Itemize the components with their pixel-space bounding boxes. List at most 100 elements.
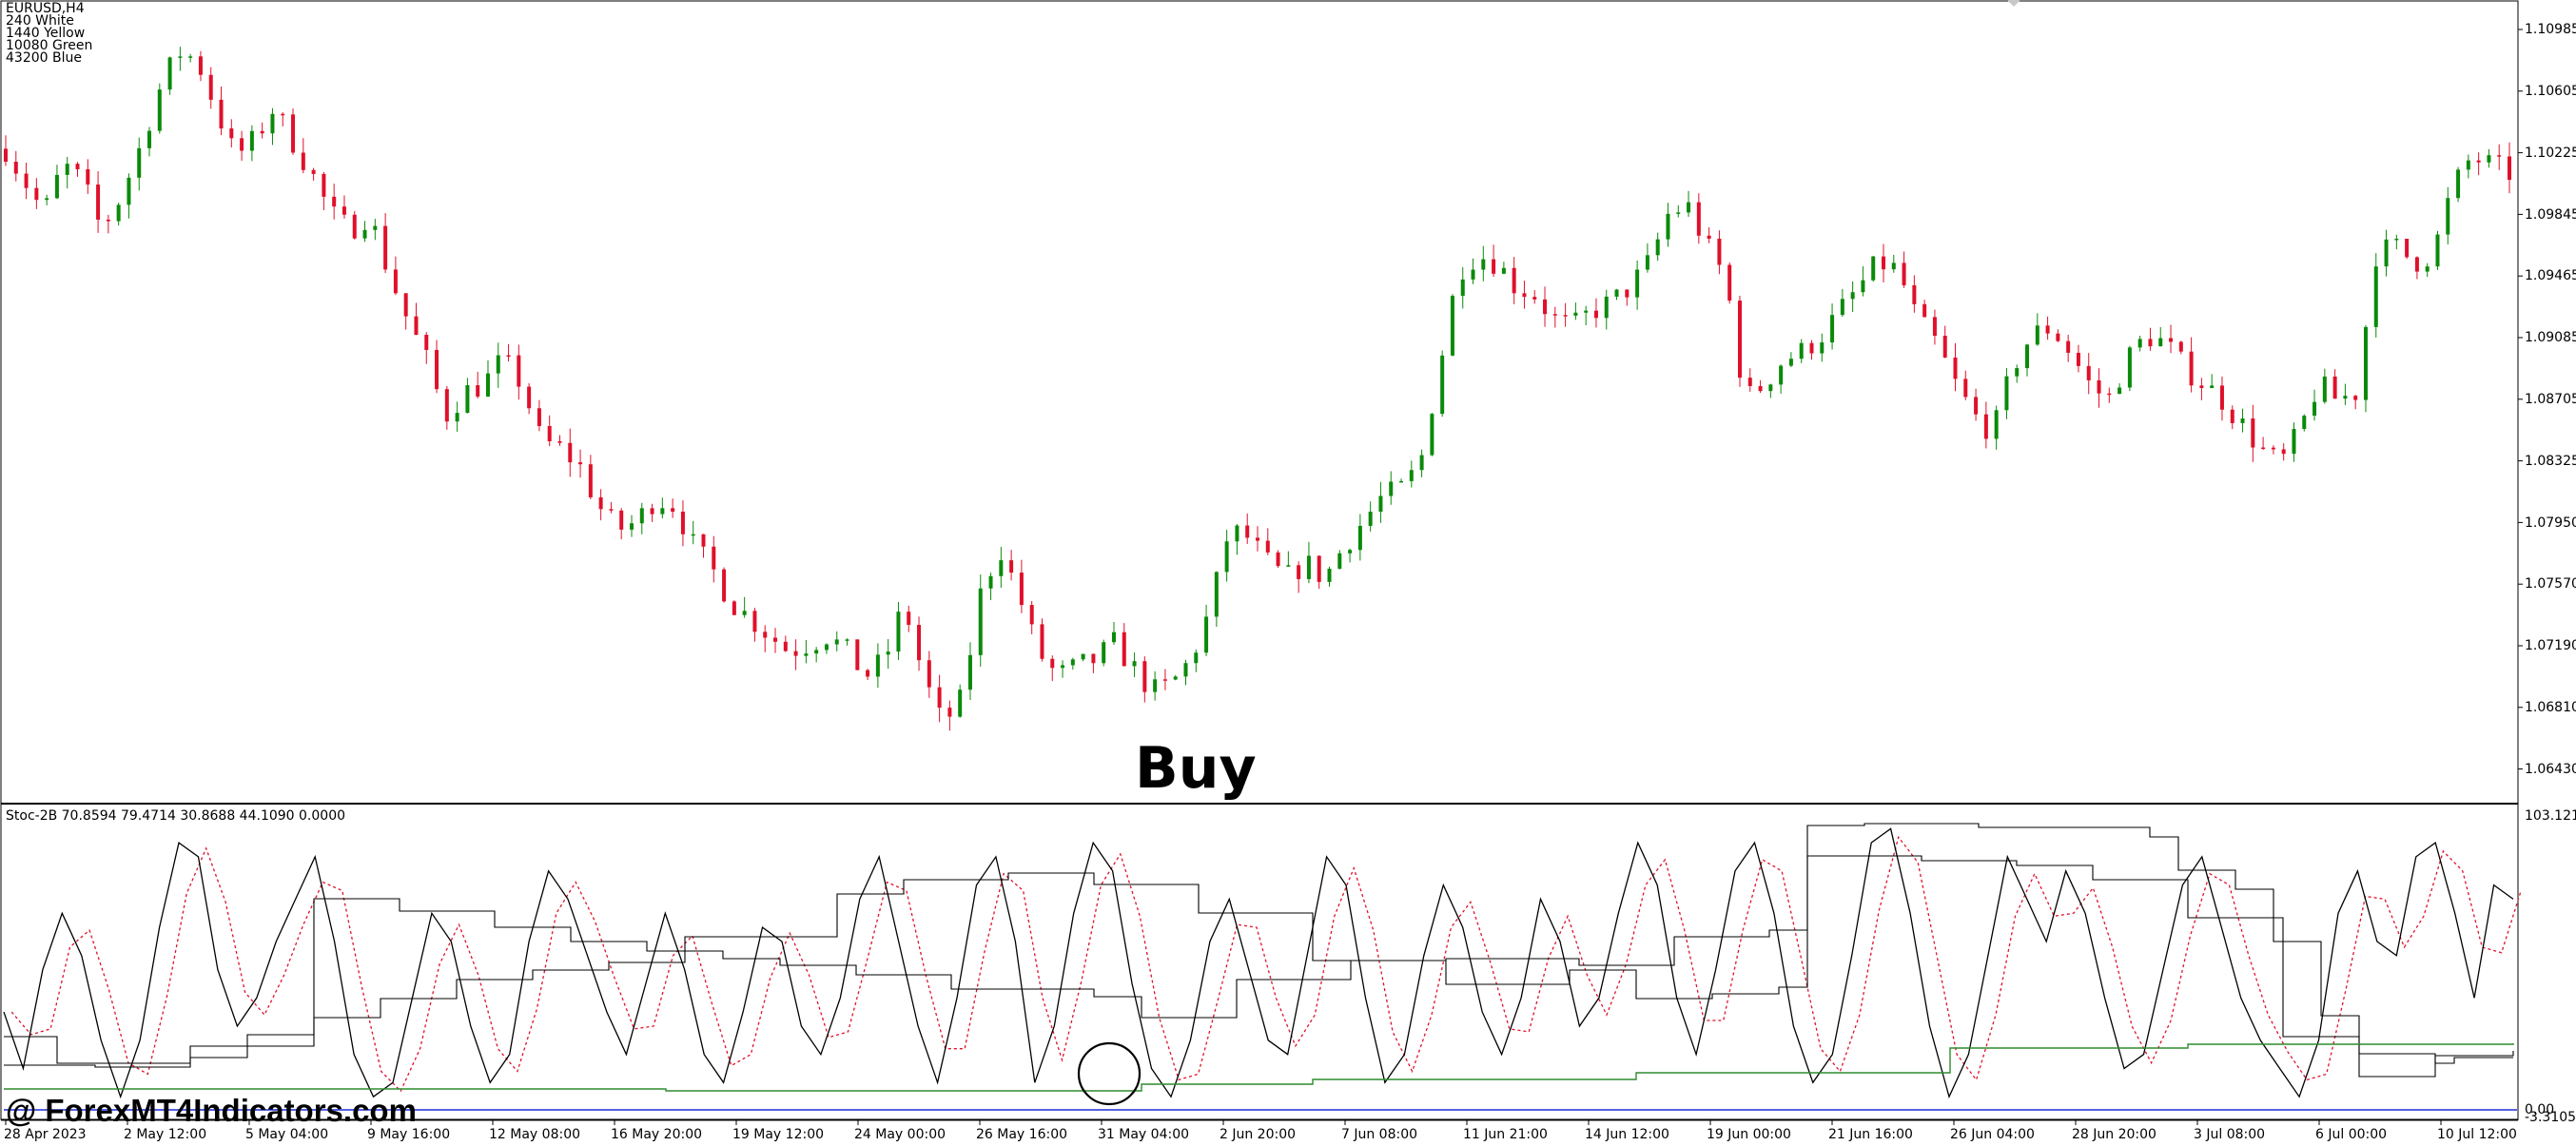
candle-body bbox=[1019, 573, 1024, 606]
candle-body bbox=[855, 639, 860, 670]
candle-body bbox=[1122, 631, 1126, 667]
candle-body bbox=[588, 464, 593, 497]
candle-body bbox=[1635, 269, 1640, 298]
time-tick: 10 Jul 12:00 bbox=[2437, 1127, 2517, 1142]
candle-body bbox=[45, 198, 49, 201]
price-tick: 1.09465 bbox=[2525, 268, 2576, 283]
candle-body bbox=[2056, 333, 2060, 341]
candle-body bbox=[650, 508, 654, 515]
candle-body bbox=[988, 575, 993, 589]
candle-body bbox=[1552, 314, 1557, 316]
candle-body bbox=[1460, 279, 1465, 297]
candle-body bbox=[2137, 339, 2142, 348]
time-tick: 19 Jun 00:00 bbox=[1707, 1127, 1791, 1142]
candle-body bbox=[999, 560, 1004, 576]
candle-body bbox=[260, 130, 264, 134]
candle-body bbox=[1153, 679, 1158, 692]
candle-body bbox=[752, 611, 757, 632]
candle-body bbox=[958, 690, 963, 717]
candle-body bbox=[598, 496, 603, 510]
candle-body bbox=[455, 413, 459, 422]
candle-body bbox=[1737, 301, 1742, 379]
candle-body bbox=[1204, 616, 1209, 653]
candle-body bbox=[1522, 293, 1527, 298]
candle-body bbox=[1162, 679, 1167, 681]
candle-body bbox=[496, 355, 500, 374]
candle-body bbox=[1450, 296, 1454, 356]
chart-frame bbox=[0, 0, 2523, 1125]
candle-body bbox=[2466, 160, 2470, 170]
time-tick: 26 Jun 04:00 bbox=[1950, 1127, 2035, 1142]
candle-body bbox=[1481, 259, 1486, 270]
candle-body bbox=[65, 164, 69, 175]
candle-body bbox=[1676, 212, 1681, 214]
candle-body bbox=[1070, 659, 1075, 666]
candle-body bbox=[1224, 541, 1229, 573]
candle-body bbox=[875, 654, 880, 677]
candle-body bbox=[732, 601, 736, 615]
watermark: @ ForexMT4Indicators.com bbox=[6, 1093, 417, 1128]
candle-body bbox=[24, 173, 29, 188]
candle-body bbox=[281, 113, 285, 116]
candle-body bbox=[249, 130, 254, 151]
candle-body bbox=[722, 569, 727, 602]
candle-body bbox=[1882, 256, 1885, 270]
price-tick: 1.07190 bbox=[2525, 638, 2576, 653]
candle-body bbox=[2435, 234, 2440, 267]
candle-body bbox=[578, 462, 583, 465]
htf-line-a bbox=[4, 823, 2513, 1064]
candle-body bbox=[362, 229, 367, 239]
candle-body bbox=[208, 74, 213, 100]
candle-body bbox=[2169, 338, 2174, 342]
candle-body bbox=[886, 651, 890, 655]
candle-body bbox=[1625, 289, 1630, 298]
candle-body bbox=[127, 177, 131, 205]
time-tick: 31 May 04:00 bbox=[1098, 1127, 1190, 1142]
candle-body bbox=[1142, 661, 1147, 692]
scroll-marker bbox=[2007, 0, 2020, 7]
time-tick: 2 May 12:00 bbox=[124, 1127, 207, 1142]
candle-body bbox=[1953, 357, 1958, 379]
candle-body bbox=[2332, 376, 2337, 399]
candle-body bbox=[178, 56, 183, 58]
candle-body bbox=[2487, 155, 2491, 163]
candle-body bbox=[1830, 315, 1835, 343]
candle-body bbox=[845, 639, 849, 641]
candle-body bbox=[1717, 238, 1722, 265]
indicator-scale-zero: 0.00 bbox=[2525, 1102, 2555, 1117]
candle-body bbox=[2066, 340, 2071, 353]
candle-body bbox=[1840, 299, 1844, 316]
candle-body bbox=[1593, 310, 1598, 319]
candle-body bbox=[804, 653, 809, 656]
candle-body bbox=[1256, 537, 1259, 541]
candle-body bbox=[1942, 335, 1947, 358]
candle-body bbox=[2313, 401, 2317, 417]
candle-body bbox=[680, 511, 685, 534]
price-tick: 1.09845 bbox=[2525, 207, 2576, 223]
candle-body bbox=[4, 148, 8, 163]
candle-body bbox=[547, 425, 552, 441]
candle-body bbox=[1747, 378, 1752, 386]
candlestick-series bbox=[4, 47, 2511, 731]
candle-body bbox=[2230, 409, 2234, 423]
time-tick: 9 May 16:00 bbox=[367, 1127, 451, 1142]
candle-body bbox=[13, 162, 18, 174]
candle-body bbox=[2178, 341, 2183, 352]
candle-body bbox=[1788, 359, 1793, 366]
candle-body bbox=[2148, 339, 2153, 347]
candle-body bbox=[701, 534, 706, 547]
candle-body bbox=[373, 225, 378, 230]
candle-body bbox=[1378, 495, 1383, 513]
candle-body bbox=[1471, 269, 1475, 280]
candle-body bbox=[1029, 605, 1034, 625]
candle-body bbox=[2045, 325, 2050, 334]
candle-body bbox=[198, 56, 203, 75]
legend-line-3: 10080 Green bbox=[6, 38, 93, 53]
candle-body bbox=[2363, 326, 2368, 400]
candle-body bbox=[137, 147, 142, 178]
candle-body bbox=[322, 173, 326, 197]
candle-body bbox=[2035, 325, 2039, 345]
candle-body bbox=[927, 660, 931, 688]
